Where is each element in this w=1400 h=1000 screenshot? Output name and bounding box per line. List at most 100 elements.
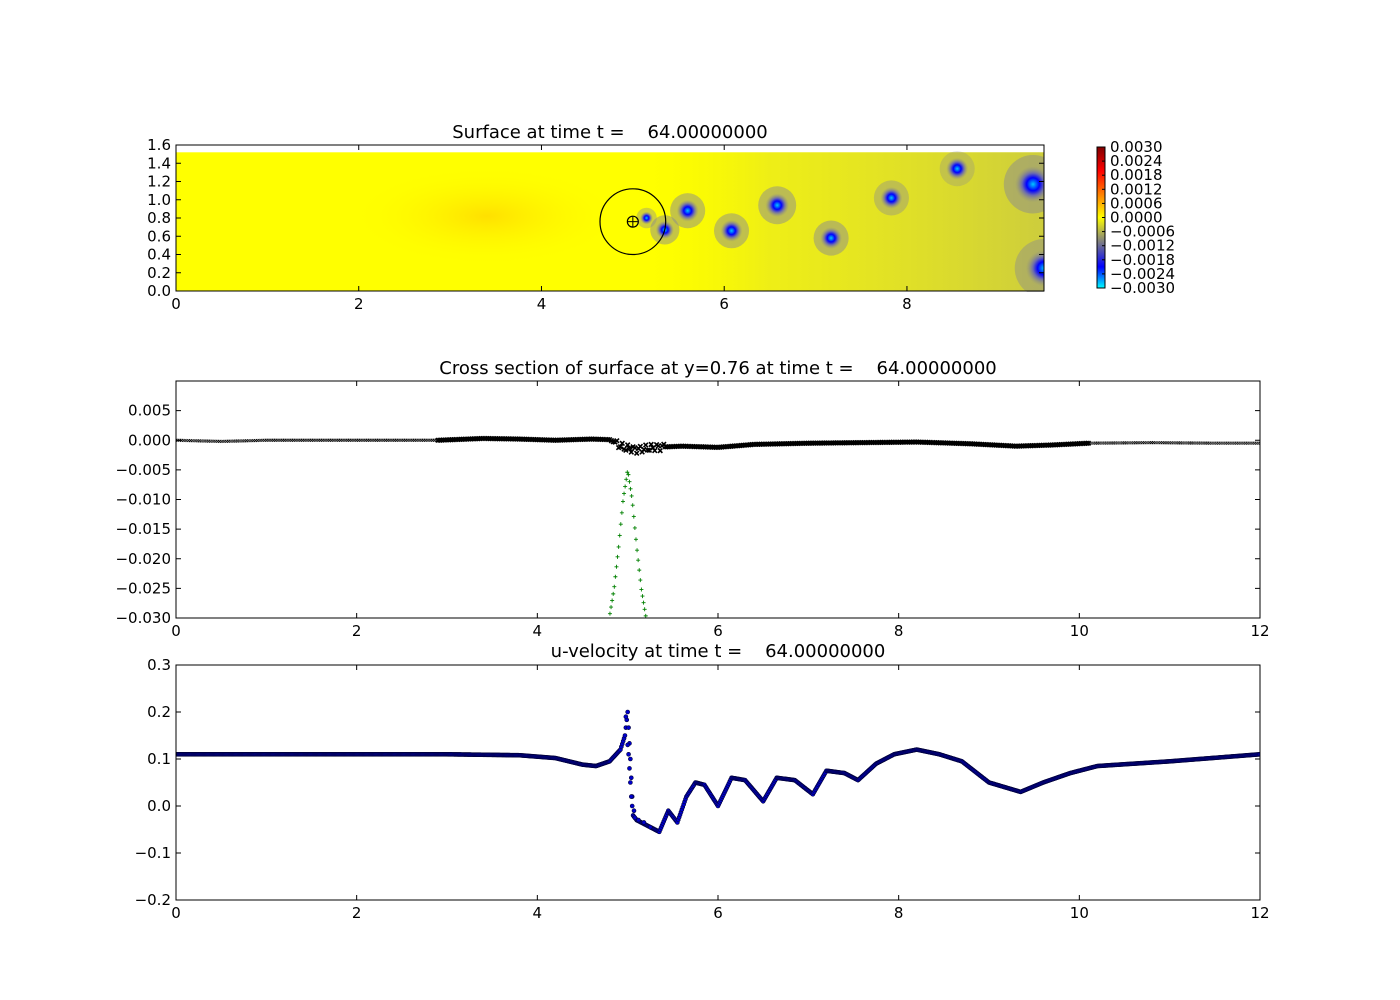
- y-tick-label: 0.3: [147, 656, 171, 674]
- x-tick-label: 6: [719, 295, 729, 313]
- u-velocity-point: [641, 820, 647, 825]
- body-shape-point: [638, 578, 643, 583]
- vortex: [720, 219, 743, 242]
- y-tick-label: 0.0: [147, 797, 171, 815]
- body-shape-point: [609, 605, 614, 610]
- y-tick-label: −0.010: [115, 491, 171, 509]
- y-tick-label: −0.015: [115, 520, 171, 538]
- y-tick-label: 0.2: [147, 264, 171, 282]
- body-shape-point: [613, 574, 618, 579]
- y-tick-label: 0.6: [147, 227, 171, 245]
- body-shape-point: [639, 587, 644, 592]
- colorbar-tick-label: 0.0018: [1110, 166, 1163, 184]
- y-tick-label: 0.005: [128, 402, 171, 420]
- body-shape-point: [622, 491, 627, 496]
- colorbar-tick-label: −0.0018: [1110, 251, 1175, 269]
- body-shape-point: [628, 486, 633, 491]
- u-velocity-panel: u-velocity at time t = 64.00000000 0 2 4 6 8…: [135, 641, 1270, 922]
- body-shape-point: [631, 514, 636, 519]
- y-tick-label: 0.000: [128, 431, 171, 449]
- u-velocity-point: [647, 824, 653, 830]
- y-tick-label: −0.1: [135, 844, 171, 862]
- u-velocity-axes-frame: [175, 664, 1261, 901]
- surface-point: [648, 441, 654, 448]
- body-shape-point: [627, 479, 632, 484]
- surface-point: [633, 450, 640, 457]
- surface-x-axis: 0 2 4 6 8: [171, 145, 912, 313]
- vortex: [676, 199, 699, 222]
- vortex: [946, 157, 969, 180]
- y-tick-label: 0.4: [147, 246, 171, 264]
- vortex: [1025, 249, 1044, 287]
- x-tick-label: 0: [171, 622, 181, 640]
- colorbar-tick-label: 0.0030: [1110, 138, 1163, 156]
- u-velocity-title: u-velocity at time t = 64.00000000: [551, 641, 886, 662]
- u-velocity-point: [628, 794, 634, 799]
- body-shape-point: [617, 533, 622, 538]
- surface-point: [646, 447, 653, 454]
- y-tick-label: −0.025: [115, 579, 171, 597]
- x-tick-label: 4: [537, 295, 547, 313]
- x-tick-label: 2: [354, 295, 364, 313]
- y-tick-label: 1.2: [147, 173, 171, 191]
- body-shape-point: [612, 584, 617, 589]
- surface-point: [628, 449, 635, 455]
- u-velocity-point: [628, 780, 633, 785]
- body-shape-point: [626, 472, 631, 477]
- x-tick-label: 0: [171, 904, 181, 922]
- y-tick-label: 1.6: [147, 136, 171, 154]
- vortex: [820, 227, 843, 250]
- x-tick-label: 8: [894, 622, 904, 640]
- y-tick-label: −0.2: [135, 891, 171, 909]
- colorbar-tick-label: −0.0012: [1110, 237, 1175, 255]
- body-shape-point: [637, 568, 642, 573]
- u-velocity-point: [625, 742, 630, 748]
- surface-point: [617, 444, 624, 450]
- surface-y-axis: 0.00.20.40.60.81.01.21.41.6: [147, 136, 1044, 300]
- surface-point: [642, 442, 649, 448]
- x-tick-label: 0: [171, 295, 181, 313]
- body-shape-point: [616, 544, 621, 549]
- body-shape-point: [640, 594, 645, 599]
- body-shape-point: [625, 470, 630, 475]
- cross-section-y-axis: 0.005 0.000 −0.005 −0.010 −0.015 −0.020 −0.025…: [115, 402, 1260, 627]
- surface-point: [623, 447, 629, 454]
- body-shape-point: [632, 525, 637, 530]
- body-shape-point: [611, 591, 616, 596]
- body-shape-point: [610, 598, 615, 603]
- colorbar-tick-label: 0.0006: [1110, 194, 1163, 212]
- y-tick-label: 1.4: [147, 154, 171, 172]
- x-tick-label: 12: [1250, 622, 1269, 640]
- vortex: [765, 193, 790, 218]
- u-velocity-point: [629, 803, 635, 809]
- body-circle: [599, 188, 667, 256]
- x-tick-label: 2: [352, 622, 362, 640]
- u-velocity-point: [626, 725, 631, 730]
- cross-section-panel: Cross section of surface at y=0.76 at ti…: [115, 358, 1269, 640]
- body-shape-point: [645, 620, 649, 624]
- x-tick-label: 6: [713, 622, 723, 640]
- x-tick-label: 10: [1070, 904, 1089, 922]
- surface-panel: Surface at time t = 64.00000000 0 2 4 6 8 0.…: [147, 122, 1175, 313]
- x-tick-label: 4: [533, 904, 543, 922]
- y-tick-label: −0.030: [115, 609, 171, 627]
- surface-point: [1085, 440, 1092, 446]
- colorbar-tick-label: 0.0000: [1110, 209, 1163, 227]
- surface-point: [624, 442, 631, 448]
- body-shape-point: [618, 522, 623, 527]
- y-tick-label: −0.005: [115, 461, 171, 479]
- x-tick-label: 8: [902, 295, 912, 313]
- body-shape-point: [624, 477, 629, 482]
- body-small-circle: [626, 215, 639, 228]
- body-shape-series: [607, 470, 649, 624]
- cross-section-axes-frame: [175, 380, 1261, 619]
- body-shape-point: [620, 499, 625, 504]
- body-shape-point: [614, 564, 619, 569]
- u-velocity-point: [625, 709, 630, 715]
- body-shape-point: [607, 611, 612, 616]
- body-shape-point: [633, 537, 638, 542]
- u-velocity-point: [632, 815, 638, 821]
- body-shape-point: [636, 558, 641, 563]
- u-velocity-point: [636, 817, 641, 823]
- vortex: [640, 211, 653, 225]
